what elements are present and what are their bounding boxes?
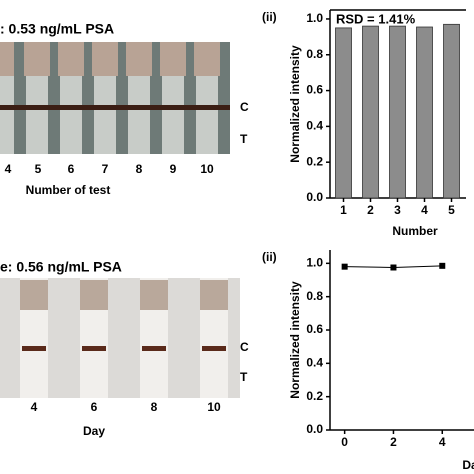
y-tick-label: 0.0 [306,422,323,436]
line-label: T [240,370,248,384]
x-tick-label: 4 [439,435,446,449]
strip-photo [0,278,240,398]
photo-axis-label: Number of test [26,183,111,197]
x-axis-label: Da [462,458,474,472]
strip-label: 5 [35,162,42,176]
photo-title: e: 0.56 ng/mL PSA [0,259,122,275]
photo-title: : 0.53 ng/mL PSA [0,21,114,37]
strip-label: 8 [136,162,143,176]
x-tick-label: 2 [390,435,397,449]
x-tick-label: 0 [341,435,348,449]
y-tick-label: 0.4 [306,119,323,133]
strip-label: 10 [207,400,221,414]
y-tick-label: 0.8 [306,289,323,303]
data-point [341,263,348,270]
strip-label: 10 [200,162,214,176]
y-tick-label: 0.4 [306,356,323,370]
x-tick-label: 2 [367,203,374,217]
strip-label: 8 [151,400,158,414]
y-tick-label: 0.6 [306,83,323,97]
bar [416,26,433,199]
y-axis-label: Normalized intensity [288,45,302,163]
bar [389,25,406,199]
strip-label: 6 [68,162,75,176]
strip-label: 4 [31,400,38,414]
y-axis-label: Normalized intensity [288,281,302,399]
x-tick-label: 4 [421,203,428,217]
y-tick-label: 0.8 [306,47,323,61]
strip-label: 9 [170,162,177,176]
strip-photo [0,42,230,154]
y-tick-label: 0.2 [306,389,323,403]
y-tick-label: 1.0 [306,256,323,270]
line-label: C [240,340,249,354]
y-tick-label: 0.2 [306,154,323,168]
y-tick-label: 0.6 [306,322,323,336]
data-point [439,262,446,269]
bar [362,25,379,199]
strip-label: 7 [102,162,109,176]
bar [443,23,460,199]
x-tick-label: 5 [448,203,455,217]
y-tick-label: 1.0 [306,11,323,25]
panel-label: (ii) [262,10,277,24]
strip-label: 6 [91,400,98,414]
data-point [390,264,397,271]
annotation: RSD = 1.41% [336,11,416,26]
x-tick-label: 3 [394,203,401,217]
bar [335,27,352,199]
x-axis-label: Number [392,224,438,238]
line-label: T [240,132,248,146]
panel-label: (ii) [262,250,277,264]
strip-label: 4 [5,162,12,176]
photo-axis-label: Day [83,424,105,438]
x-tick-label: 1 [340,203,347,217]
y-tick-label: 0.0 [306,190,323,204]
line-label: C [240,100,249,114]
